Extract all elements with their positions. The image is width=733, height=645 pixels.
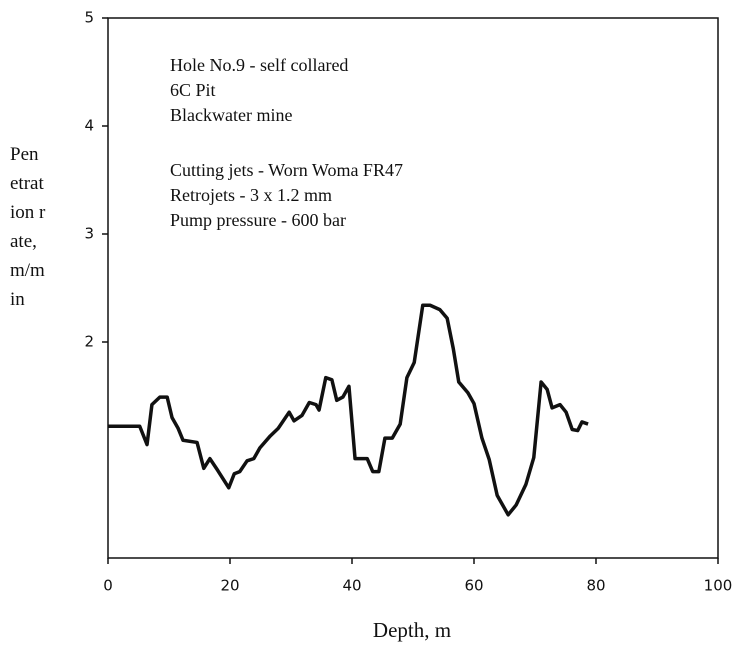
y-axis-label: Penetration rate, m/min bbox=[10, 144, 46, 310]
x-tick-label: 0 bbox=[103, 577, 113, 595]
x-axis-label: Depth, m bbox=[373, 618, 451, 642]
y-tick-label: 3 bbox=[84, 225, 94, 243]
x-tick-label: 40 bbox=[342, 577, 361, 595]
annotation: Cutting jets - Worn Woma FR47 bbox=[170, 160, 403, 180]
y-tick-label: 2 bbox=[84, 333, 94, 351]
annotation: 6C Pit bbox=[170, 80, 216, 100]
x-tick-label: 60 bbox=[464, 577, 483, 595]
y-tick-label: 5 bbox=[84, 9, 94, 27]
annotation: Retrojets - 3 x 1.2 mm bbox=[170, 185, 332, 205]
annotation: Blackwater mine bbox=[170, 105, 292, 125]
x-tick-label: 20 bbox=[220, 577, 239, 595]
plot-frame bbox=[107, 17, 719, 559]
y-tick-label: 4 bbox=[84, 117, 94, 135]
annotation: Pump pressure - 600 bar bbox=[170, 210, 346, 230]
x-tick-label: 100 bbox=[704, 577, 733, 595]
data-line bbox=[108, 303, 589, 517]
x-tick-label: 80 bbox=[586, 577, 605, 595]
annotation: Hole No.9 - self collared bbox=[170, 55, 348, 75]
